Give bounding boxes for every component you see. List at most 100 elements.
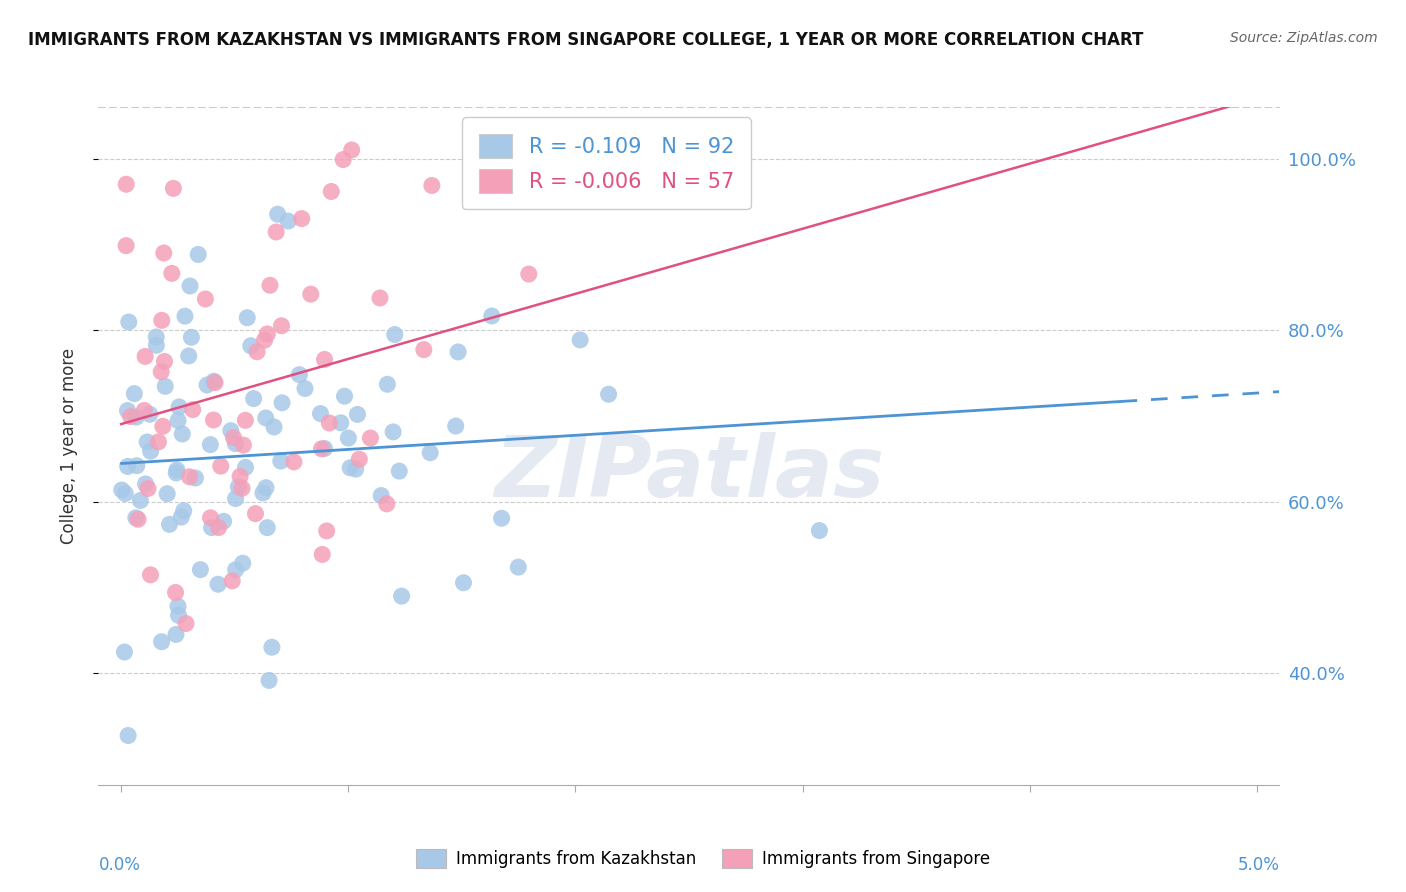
Point — [318, 416, 340, 430]
Text: ZIPatlas: ZIPatlas — [494, 432, 884, 515]
Point — [291, 211, 314, 226]
Point — [160, 266, 183, 280]
Point — [412, 343, 434, 357]
Point — [152, 419, 174, 434]
Point — [153, 354, 176, 368]
Point — [508, 560, 530, 574]
Point — [257, 673, 280, 688]
Point — [207, 577, 229, 591]
Point — [359, 431, 381, 445]
Point — [225, 563, 247, 577]
Point — [419, 446, 441, 460]
Text: IMMIGRANTS FROM KAZAKHSTAN VS IMMIGRANTS FROM SINGAPORE COLLEGE, 1 YEAR OR MORE : IMMIGRANTS FROM KAZAKHSTAN VS IMMIGRANTS… — [28, 31, 1143, 49]
Point — [125, 410, 148, 425]
Point — [333, 389, 356, 403]
Point — [111, 483, 134, 497]
Point — [375, 497, 398, 511]
Point — [256, 521, 278, 535]
Point — [260, 640, 283, 655]
Point — [377, 377, 399, 392]
Point — [314, 442, 336, 456]
Point — [346, 408, 368, 422]
Point — [309, 407, 332, 421]
Point — [222, 431, 245, 445]
Point — [344, 462, 367, 476]
Point — [201, 520, 224, 534]
Point — [270, 318, 292, 333]
Point — [315, 524, 337, 538]
Point — [152, 246, 174, 260]
Point — [125, 511, 148, 525]
Point — [170, 510, 193, 524]
Point — [139, 407, 162, 421]
Point — [219, 424, 242, 438]
Point — [808, 524, 831, 538]
Point — [517, 267, 540, 281]
Point — [134, 477, 156, 491]
Point — [117, 459, 139, 474]
Point — [134, 350, 156, 364]
Point — [207, 520, 229, 534]
Point — [311, 548, 333, 562]
Point — [134, 403, 156, 417]
Point — [167, 414, 190, 428]
Point — [195, 378, 218, 392]
Point — [150, 634, 173, 648]
Point — [256, 326, 278, 341]
Point — [194, 292, 217, 306]
Point — [172, 427, 194, 442]
Point — [263, 420, 285, 434]
Text: 5.0%: 5.0% — [1237, 856, 1279, 874]
Point — [184, 471, 207, 485]
Point — [125, 458, 148, 473]
Point — [388, 464, 411, 478]
Point — [245, 507, 267, 521]
Point — [115, 238, 138, 252]
Point — [368, 291, 391, 305]
Point — [114, 486, 136, 500]
Point — [204, 376, 226, 390]
Y-axis label: College, 1 year or more: College, 1 year or more — [59, 348, 77, 544]
Point — [148, 434, 170, 449]
Point — [239, 339, 262, 353]
Point — [162, 181, 184, 195]
Legend: Immigrants from Kazakhstan, Immigrants from Singapore: Immigrants from Kazakhstan, Immigrants f… — [409, 842, 997, 875]
Point — [242, 392, 264, 406]
Point — [253, 333, 276, 347]
Point — [224, 436, 246, 450]
Point — [246, 344, 269, 359]
Point — [235, 460, 257, 475]
Point — [167, 400, 190, 414]
Point — [156, 486, 179, 500]
Point — [225, 491, 247, 506]
Point — [299, 287, 322, 301]
Point — [139, 444, 162, 458]
Point — [209, 459, 232, 474]
Point — [332, 153, 354, 167]
Point — [288, 368, 311, 382]
Point — [283, 455, 305, 469]
Point — [339, 460, 361, 475]
Point — [569, 333, 592, 347]
Point — [136, 434, 159, 449]
Point — [200, 510, 222, 524]
Point — [115, 178, 138, 192]
Point — [453, 575, 475, 590]
Point — [229, 469, 252, 483]
Point — [266, 207, 288, 221]
Point — [598, 387, 620, 401]
Point — [200, 437, 222, 451]
Point — [444, 419, 467, 434]
Point — [166, 463, 188, 477]
Point — [202, 413, 225, 427]
Point — [177, 349, 200, 363]
Point — [180, 330, 202, 344]
Point — [150, 313, 173, 327]
Point — [117, 403, 139, 417]
Point — [235, 413, 257, 427]
Point — [370, 489, 392, 503]
Point — [145, 330, 167, 344]
Point — [270, 454, 292, 468]
Point — [179, 470, 201, 484]
Point — [252, 486, 274, 500]
